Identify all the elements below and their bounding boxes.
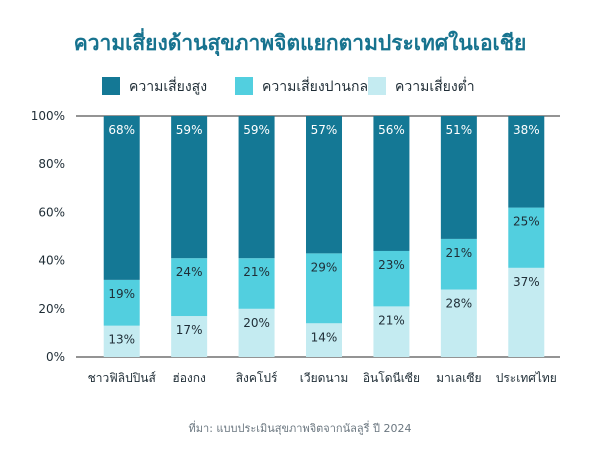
data-label: 51%: [446, 123, 473, 137]
data-label: 21%: [446, 246, 473, 260]
bar-segment: [103, 325, 140, 357]
x-tick-label: อินโดนีเซีย: [363, 371, 420, 385]
legend-label: ความเสี่ยงปานกลาง: [262, 77, 383, 95]
bars: 13% 19% 68% 17% 24% 59% 20% 21% 59% 14% 29% 57% 21% 2…: [103, 116, 545, 357]
bar-segment: [171, 116, 208, 259]
bar-segment: [373, 306, 410, 357]
data-label: 14%: [311, 330, 338, 344]
x-tick-label: ชาวฟิลิปปินส์: [88, 371, 157, 385]
data-label: 59%: [176, 123, 203, 137]
y-tick-label: 40%: [38, 254, 65, 268]
bar-segment: [238, 308, 275, 357]
data-label: 17%: [176, 323, 203, 337]
bar-segment: [440, 116, 477, 239]
data-label: 21%: [243, 265, 270, 279]
data-label: 37%: [513, 275, 540, 289]
data-label: 59%: [243, 123, 270, 137]
data-label: 19%: [108, 287, 135, 301]
bar-segment: [508, 267, 545, 357]
bar-segment: [508, 207, 545, 268]
bar-segment: [306, 323, 342, 357]
data-label: 38%: [513, 123, 540, 137]
bar-segment: [238, 116, 275, 259]
data-label: 23%: [378, 258, 405, 272]
bar-segment: [440, 289, 477, 357]
bar-segment: [171, 316, 208, 357]
bar-segment: [171, 258, 208, 317]
y-tick-label: 80%: [38, 157, 65, 171]
y-tick-label: 0%: [46, 350, 65, 364]
chart-title: ความเสี่ยงด้านสุขภาพจิตแยกตามประเทศในเอเ…: [74, 27, 527, 57]
legend-label: ความเสี่ยงสูง: [129, 77, 207, 95]
bar-segment: [373, 250, 410, 307]
legend-swatch: [235, 77, 253, 95]
data-label: 29%: [311, 260, 338, 274]
bar-segment: [440, 238, 477, 290]
y-tick-label: 20%: [38, 302, 65, 316]
source-note: ที่มา: แบบประเมินสุขภาพจิตจากนัลลูรี่ ปี…: [189, 420, 412, 435]
data-label: 21%: [378, 313, 405, 327]
x-tick-label: ประเทศไทย: [496, 371, 557, 385]
x-axis: ชาวฟิลิปปินส์ ฮ่องกง สิงคโปร์ เวียดนาม อินโด…: [88, 371, 557, 385]
x-tick-label: ฮ่องกง: [172, 371, 206, 385]
bar-segment: [306, 253, 342, 324]
y-axis: 0% 20% 40% 60% 80% 100%: [31, 109, 560, 364]
bar-segment: [306, 116, 342, 254]
x-tick-label: มาเลเซีย: [436, 371, 481, 385]
legend-label: ความเสี่ยงต่ำ: [395, 77, 475, 95]
bar-segment: [103, 116, 140, 280]
data-label: 20%: [243, 316, 270, 330]
legend-swatch: [102, 77, 120, 95]
bar-segment: [508, 116, 545, 208]
data-label: 68%: [108, 123, 135, 137]
bar-segment: [373, 116, 410, 251]
bar-segment: [103, 279, 140, 326]
data-label: 57%: [311, 123, 338, 137]
data-label: 24%: [176, 265, 203, 279]
data-label: 25%: [513, 215, 540, 229]
legend: ความเสี่ยงสูง ความเสี่ยงปานกลาง ความเสี่ยง…: [102, 77, 475, 95]
bar-segment: [238, 258, 275, 309]
data-label: 56%: [378, 123, 405, 137]
x-tick-label: สิงคโปร์: [236, 371, 278, 385]
legend-swatch: [368, 77, 386, 95]
y-tick-label: 100%: [31, 109, 65, 123]
data-label: 13%: [108, 333, 135, 347]
data-label: 28%: [446, 297, 473, 311]
x-tick-label: เวียดนาม: [300, 371, 349, 385]
y-tick-label: 60%: [38, 205, 65, 219]
